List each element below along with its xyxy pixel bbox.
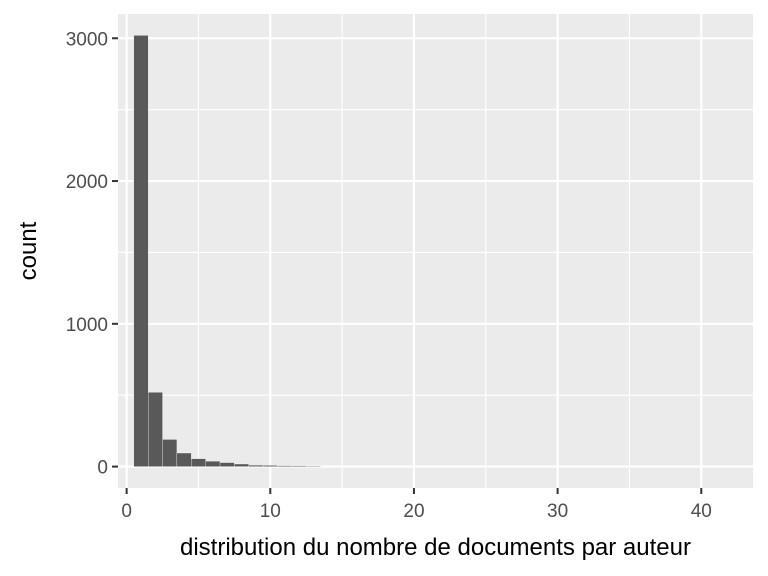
bar (176, 452, 192, 467)
tick-labels: 0 10 20 30 40 0 1000 2000 3000 (66, 29, 712, 522)
bar (248, 465, 264, 467)
bar (291, 465, 307, 467)
x-tick-label: 0 (121, 501, 132, 522)
bar (162, 439, 178, 467)
x-tick-label: 10 (260, 501, 281, 522)
y-tick-label: 0 (97, 458, 108, 479)
x-tick-label: 20 (403, 501, 424, 522)
x-axis-title: distribution du nombre de documents par … (180, 534, 691, 561)
bars (133, 35, 321, 467)
bar (133, 35, 149, 467)
bar (148, 392, 163, 467)
bar (219, 462, 235, 467)
x-tick-label: 30 (547, 501, 568, 522)
axis-ticks (112, 37, 703, 494)
bar (205, 461, 221, 467)
y-axis-title: count (15, 221, 42, 280)
y-tick-label: 1000 (66, 315, 108, 336)
y-tick-label: 3000 (66, 29, 108, 50)
plot-panel (118, 14, 753, 488)
major-gridlines (118, 14, 753, 488)
bar (306, 465, 321, 467)
bar (191, 458, 206, 467)
y-tick-label: 2000 (66, 172, 108, 193)
bar (234, 463, 249, 467)
bar (277, 465, 292, 467)
minor-gridlines (118, 14, 753, 488)
bar (262, 465, 278, 467)
x-tick-label: 40 (691, 501, 712, 522)
